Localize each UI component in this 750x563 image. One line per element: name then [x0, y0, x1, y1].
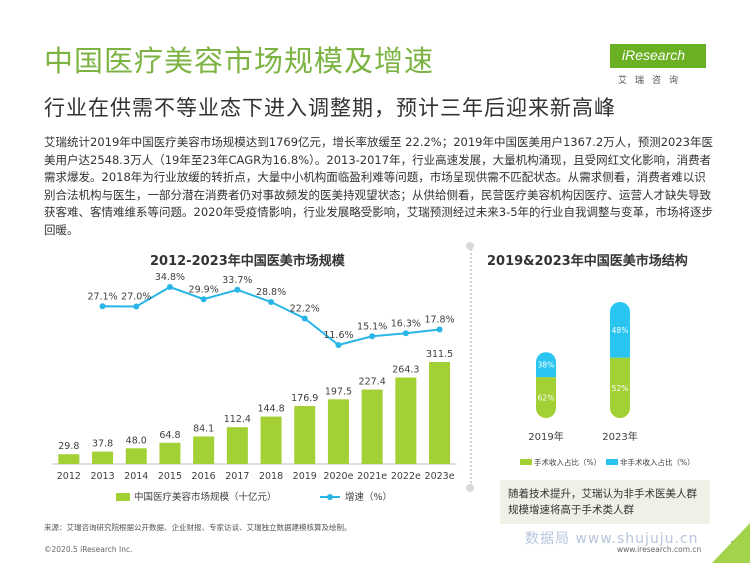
- growth-point-2017: [234, 286, 241, 293]
- bar-2021e: [361, 389, 383, 464]
- x-tick-2023e: 2023e: [425, 471, 455, 482]
- corner-decoration: [712, 523, 750, 563]
- legend-label-surgical: 手术收入占比（%）: [534, 457, 601, 467]
- page-title: 中国医疗美容市场规模及增速: [44, 44, 435, 78]
- x-tick-2019: 2019: [293, 471, 317, 482]
- growth-label-2021e: 15.1%: [357, 321, 387, 332]
- market-structure-chart-title: 2019&2023年中国医美市场结构: [487, 254, 688, 269]
- legend-label-market-size: 中国医疗美容市场规模（十亿元）: [134, 491, 277, 503]
- bar-label-2023e: 311.5: [426, 349, 453, 360]
- x-tick-2013: 2013: [90, 471, 114, 482]
- x-tick-2021e: 2021e: [357, 471, 387, 482]
- segment-nonsurgical-2023年: [610, 302, 630, 358]
- growth-point-2015: [166, 284, 173, 290]
- watermark: 数据局 www.shujuju.cn: [525, 531, 699, 547]
- bar-label-2021e: 227.4: [359, 377, 386, 388]
- section-divider: [470, 246, 472, 486]
- capsule-2023年: [610, 302, 630, 418]
- capsule-2019年: [536, 352, 556, 418]
- growth-label-2014: 27.0%: [121, 292, 151, 303]
- growth-point-2020e: [335, 342, 342, 348]
- bar-label-2019: 176.9: [291, 393, 318, 404]
- segment-nonsurgical-2019年: [536, 352, 556, 378]
- legend-label-growth: 增速（%）: [345, 491, 392, 503]
- bar-label-2018: 144.8: [257, 404, 284, 415]
- growth-label-2020e: 11.6%: [323, 330, 353, 341]
- bar-2018: [260, 416, 282, 464]
- bar-2023e: [429, 362, 451, 464]
- growth-label-2019: 22.2%: [290, 304, 320, 315]
- growth-point-2016: [200, 296, 207, 303]
- bar-2014: [125, 448, 147, 464]
- growth-point-2014: [133, 303, 140, 310]
- logo-subtitle: 艾瑞咨询: [618, 76, 687, 86]
- bar-2017: [226, 427, 248, 464]
- x-tick-2023年: 2023年: [602, 430, 637, 443]
- bar-label-2014: 48.0: [126, 435, 147, 446]
- bar-2022e: [395, 377, 417, 464]
- bar-label-2020e: 197.5: [325, 386, 352, 397]
- label-nonsurgical-2023年: 48%: [612, 326, 629, 335]
- divider-dot-top: [466, 242, 474, 250]
- market-size-chart: 29.8 2012 37.8 2013 48.0 2014 64.8 2015 84.1 2016…: [52, 272, 457, 503]
- growth-label-2017: 33.7%: [222, 275, 252, 286]
- bar-label-2015: 64.8: [159, 430, 180, 441]
- growth-point-2021e: [369, 333, 376, 340]
- x-tick-2020e: 2020e: [323, 471, 353, 482]
- growth-label-2013: 27.1%: [87, 291, 117, 302]
- page-subtitle: 行业在供需不等业态下进入调整期，预计三年后迎来新高峰: [44, 96, 616, 120]
- legend-label-nonsurgical: 非手术收入占比（%）: [620, 457, 695, 467]
- bar-label-2012: 29.8: [58, 441, 79, 452]
- footer-url: www.iresearch.com.cn: [617, 545, 702, 554]
- x-tick-2022e: 2022e: [391, 471, 421, 482]
- bar-2015: [159, 442, 181, 464]
- legend-swatch-market-size: [116, 493, 130, 501]
- x-tick-2012: 2012: [57, 471, 81, 482]
- label-nonsurgical-2019年: 38%: [538, 361, 555, 370]
- bar-label-2016: 84.1: [193, 423, 214, 434]
- bar-2013: [92, 451, 114, 464]
- growth-label-2016: 29.9%: [189, 284, 219, 295]
- label-surgical-2019年: 62%: [538, 394, 555, 403]
- growth-label-2023e: 17.8%: [424, 315, 454, 326]
- label-surgical-2023年: 52%: [612, 384, 629, 393]
- growth-point-2019: [301, 315, 308, 322]
- bar-label-2013: 37.8: [92, 439, 113, 450]
- x-tick-2016: 2016: [192, 471, 216, 482]
- bar-label-2017: 112.4: [224, 414, 251, 425]
- logo-mark: iResearch: [610, 44, 706, 68]
- bar-2020e: [327, 399, 349, 464]
- growth-point-2023e: [436, 326, 443, 333]
- copyright: ©2020.5 iResearch Inc.: [44, 545, 133, 554]
- legend-marker-growth: [327, 494, 333, 500]
- bar-2012: [58, 454, 80, 464]
- growth-point-2013: [99, 303, 106, 310]
- x-tick-2014: 2014: [124, 471, 148, 482]
- intro-paragraph: 艾瑞统计2019年中国医疗美容市场规模达到1769亿元，增长率放缓至 22.2%…: [44, 135, 714, 237]
- x-tick-2018: 2018: [259, 471, 283, 482]
- divider-dot-bottom: [466, 484, 474, 492]
- x-tick-2019年: 2019年: [528, 430, 563, 443]
- bar-2016: [193, 436, 215, 464]
- segment-surgical-2023年: [610, 357, 630, 418]
- bar-2019: [294, 406, 316, 464]
- x-tick-2017: 2017: [225, 471, 249, 482]
- legend-swatch-nonsurgical: [606, 459, 618, 465]
- bar-label-2022e: 264.3: [392, 364, 419, 375]
- x-tick-2015: 2015: [158, 471, 182, 482]
- legend-swatch-surgical: [520, 459, 532, 465]
- iresearch-logo: iResearch 艾瑞咨询: [610, 40, 710, 90]
- note-box: 随着技术提升，艾瑞认为非手术医美人群规模增速将高于手术类人群: [500, 480, 710, 524]
- segment-surgical-2019年: [536, 377, 556, 418]
- growth-label-2015: 34.8%: [155, 272, 185, 283]
- growth-point-2018: [268, 299, 275, 305]
- market-size-chart-title: 2012-2023年中国医美市场规模: [150, 254, 345, 269]
- source-note: 来源：艾瑞咨询研究院根据公开数据、企业财报、专家访谈、艾瑞独立数据建模核算及绘制…: [44, 523, 352, 532]
- growth-label-2022e: 16.3%: [391, 318, 421, 329]
- growth-point-2022e: [402, 330, 409, 337]
- growth-label-2018: 28.8%: [256, 287, 286, 298]
